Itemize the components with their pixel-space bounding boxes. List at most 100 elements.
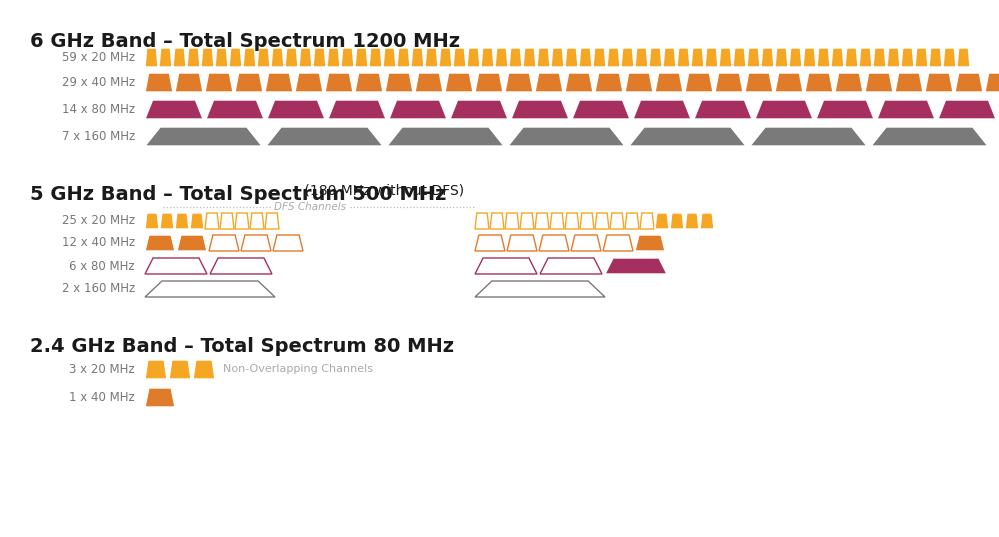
Polygon shape	[327, 48, 340, 67]
Polygon shape	[957, 48, 970, 67]
Polygon shape	[209, 235, 239, 251]
Polygon shape	[325, 73, 353, 92]
Polygon shape	[475, 235, 505, 251]
Polygon shape	[677, 48, 690, 67]
Polygon shape	[747, 48, 760, 67]
Polygon shape	[229, 48, 242, 67]
Polygon shape	[175, 73, 203, 92]
Polygon shape	[775, 48, 788, 67]
Polygon shape	[865, 73, 893, 92]
Polygon shape	[895, 73, 923, 92]
Polygon shape	[705, 48, 718, 67]
Polygon shape	[145, 235, 175, 251]
Polygon shape	[190, 213, 204, 229]
Polygon shape	[572, 100, 630, 119]
Polygon shape	[160, 213, 174, 229]
Text: 6 GHz Band – Total Spectrum 1200 MHz: 6 GHz Band – Total Spectrum 1200 MHz	[30, 32, 460, 51]
Polygon shape	[505, 73, 533, 92]
Polygon shape	[845, 48, 858, 67]
Polygon shape	[439, 48, 452, 67]
Polygon shape	[389, 100, 447, 119]
Polygon shape	[295, 73, 323, 92]
Polygon shape	[540, 258, 602, 274]
Polygon shape	[450, 100, 508, 119]
Polygon shape	[257, 48, 270, 67]
Polygon shape	[571, 235, 601, 251]
Polygon shape	[943, 48, 956, 67]
Polygon shape	[210, 258, 272, 274]
Polygon shape	[789, 48, 802, 67]
Polygon shape	[550, 213, 564, 229]
Polygon shape	[805, 73, 833, 92]
Polygon shape	[145, 73, 173, 92]
Polygon shape	[938, 100, 996, 119]
Polygon shape	[871, 127, 988, 146]
Polygon shape	[761, 48, 774, 67]
Polygon shape	[266, 127, 383, 146]
Polygon shape	[250, 213, 264, 229]
Polygon shape	[475, 73, 503, 92]
Polygon shape	[595, 213, 609, 229]
Polygon shape	[640, 213, 654, 229]
Polygon shape	[831, 48, 844, 67]
Polygon shape	[835, 73, 863, 92]
Polygon shape	[507, 235, 537, 251]
Polygon shape	[685, 73, 713, 92]
Polygon shape	[313, 48, 326, 67]
Polygon shape	[901, 48, 914, 67]
Polygon shape	[887, 48, 900, 67]
Polygon shape	[663, 48, 676, 67]
Polygon shape	[475, 281, 605, 297]
Text: 3 x 20 MHz: 3 x 20 MHz	[69, 363, 135, 376]
Polygon shape	[145, 258, 207, 274]
Polygon shape	[193, 360, 215, 379]
Polygon shape	[341, 48, 354, 67]
Polygon shape	[205, 213, 219, 229]
Polygon shape	[625, 73, 653, 92]
Polygon shape	[490, 213, 504, 229]
Polygon shape	[508, 127, 625, 146]
Polygon shape	[551, 48, 564, 67]
Polygon shape	[803, 48, 816, 67]
Polygon shape	[929, 48, 942, 67]
Polygon shape	[299, 48, 312, 67]
Polygon shape	[187, 48, 200, 67]
Polygon shape	[145, 360, 167, 379]
Polygon shape	[145, 100, 203, 119]
Polygon shape	[169, 360, 191, 379]
Polygon shape	[265, 213, 279, 229]
Text: 59 x 20 MHz: 59 x 20 MHz	[62, 51, 135, 64]
Polygon shape	[520, 213, 534, 229]
Polygon shape	[733, 48, 746, 67]
Polygon shape	[177, 235, 207, 251]
Text: 25 x 20 MHz: 25 x 20 MHz	[62, 214, 135, 228]
Polygon shape	[955, 73, 983, 92]
Polygon shape	[509, 48, 522, 67]
Polygon shape	[159, 48, 172, 67]
Polygon shape	[694, 100, 752, 119]
Polygon shape	[625, 213, 639, 229]
Polygon shape	[655, 213, 669, 229]
Polygon shape	[755, 100, 813, 119]
Polygon shape	[539, 235, 569, 251]
Polygon shape	[607, 48, 620, 67]
Polygon shape	[605, 258, 667, 274]
Polygon shape	[649, 48, 662, 67]
Polygon shape	[206, 100, 264, 119]
Text: 14 x 80 MHz: 14 x 80 MHz	[62, 103, 135, 116]
Polygon shape	[817, 48, 830, 67]
Polygon shape	[397, 48, 410, 67]
Polygon shape	[873, 48, 886, 67]
Polygon shape	[173, 48, 186, 67]
Polygon shape	[235, 73, 263, 92]
Polygon shape	[205, 73, 233, 92]
Polygon shape	[915, 48, 928, 67]
Polygon shape	[467, 48, 480, 67]
Polygon shape	[537, 48, 550, 67]
Polygon shape	[655, 73, 683, 92]
Polygon shape	[715, 73, 743, 92]
Polygon shape	[750, 127, 867, 146]
Polygon shape	[603, 235, 633, 251]
Polygon shape	[635, 235, 665, 251]
Polygon shape	[243, 48, 256, 67]
